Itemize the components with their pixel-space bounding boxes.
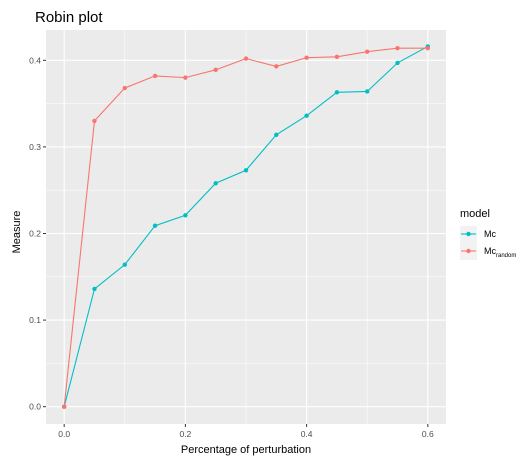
data-point [152, 73, 158, 79]
y-tick-label: 0.2 [29, 228, 41, 238]
y-tick-label: 0.0 [29, 402, 41, 412]
data-point [274, 64, 279, 69]
data-point [92, 286, 97, 292]
data-point [334, 90, 340, 95]
data-point [183, 75, 188, 80]
axes: 0.0 0.2 0.4 0.6 0.0 0.1 0.2 0.3 0.4 [29, 55, 434, 439]
y-tick-label: 0.4 [29, 55, 41, 65]
legend-key-point [466, 231, 471, 237]
data-point [183, 213, 188, 218]
legend-label: Mc [484, 229, 496, 239]
data-point [274, 132, 279, 137]
data-point [425, 45, 431, 51]
data-point [304, 55, 309, 60]
data-point [243, 56, 249, 61]
y-tick-label: 0.1 [29, 315, 41, 325]
y-tick-label: 0.3 [29, 142, 41, 152]
x-axis-title: Percentage of perturbation [181, 444, 311, 456]
data-point [304, 113, 309, 118]
data-point [395, 45, 400, 51]
data-point [243, 168, 249, 173]
data-point [365, 89, 370, 94]
legend: model Mc Mcrandom [460, 208, 516, 260]
data-point [395, 60, 400, 66]
data-point [213, 181, 218, 186]
x-tick-label: 0.4 [301, 429, 313, 439]
data-point [122, 262, 127, 267]
series-points [61, 44, 431, 409]
data-point [334, 54, 340, 60]
x-tick-label: 0.0 [58, 429, 70, 439]
data-point [122, 85, 127, 91]
data-point [152, 223, 158, 228]
legend-label: Mcrandom [484, 246, 516, 259]
grid-lines [46, 30, 446, 424]
x-tick-label: 0.2 [179, 429, 191, 439]
y-axis-title: Measure [11, 211, 23, 254]
legend-key-point [466, 248, 471, 254]
legend-title: model [460, 208, 490, 220]
data-point [61, 404, 67, 409]
data-point [213, 67, 218, 73]
chart-title: Robin plot [35, 9, 103, 26]
x-tick-label: 0.6 [422, 429, 434, 439]
data-point [365, 49, 370, 54]
data-point [92, 118, 97, 124]
